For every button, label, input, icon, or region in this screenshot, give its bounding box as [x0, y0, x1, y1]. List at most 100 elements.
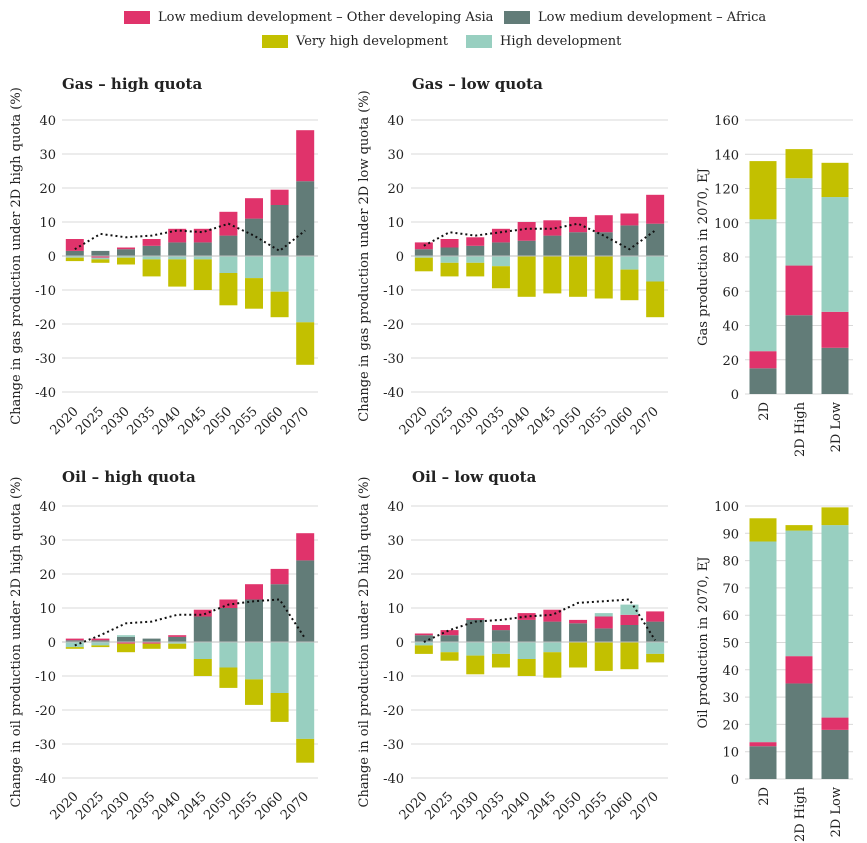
oil_2070-bar-asia-2d-low	[821, 717, 849, 730]
gas_2070-ytick-label: 60	[722, 285, 739, 300]
gas_high-bar-vhigh-2055	[245, 278, 263, 309]
gas_low-xtick-label: 2040	[499, 404, 533, 438]
gas_high-bar-africa-2055	[245, 218, 263, 256]
oil_high-bar-vhigh-2060	[270, 693, 289, 722]
gas_2070-ylabel: Gas production in 2070, EJ	[696, 168, 711, 346]
gas_2070-bar-africa-2d	[749, 368, 777, 394]
oil_2070-xtick-label: 2D Low	[829, 787, 844, 837]
oil_high-bar-africa-2070	[296, 560, 315, 642]
oil_high-bar-high-2040	[168, 642, 187, 644]
oil_low-bar-africa-2055	[594, 628, 613, 642]
gas_low-ylabel: Change in gas production under 2D low qu…	[357, 90, 372, 421]
gas_low-ytick-label: 0	[396, 250, 404, 265]
oil_low-bar-asia-2070	[646, 611, 665, 622]
gas_low-bar-high-2035	[491, 256, 510, 267]
legend-item-asia: Low medium development – Other developin…	[124, 10, 493, 25]
oil_high-bar-asia-2055	[245, 584, 263, 600]
oil_high-bar-high-2060	[270, 642, 289, 693]
oil_high-bar-africa-2045	[193, 616, 212, 642]
oil_high-bar-vhigh-2030	[117, 643, 135, 653]
oil_low-bar-high-2060	[620, 604, 639, 615]
oil_low-xtick-label: 2030	[448, 789, 482, 823]
oil_high-bar-vhigh-2050	[219, 667, 238, 688]
oil_high-bar-africa-2025	[91, 640, 110, 642]
oil_low-xtick-label: 2035	[474, 789, 508, 823]
gas_low-bar-africa-2025	[440, 247, 459, 256]
oil_low-xtick-label: 2070	[628, 789, 662, 823]
gas_low-bar-africa-2020	[414, 249, 433, 256]
oil_low-bar-vhigh-2045	[543, 652, 562, 678]
oil_2070-ytick-label: 10	[722, 746, 739, 761]
gas_2070-ytick-label: 80	[722, 251, 739, 266]
gas_2070-bar-africa-2d-high	[785, 315, 813, 394]
legend-swatch-very-high	[262, 35, 288, 48]
oil_low-ytick-label: -30	[383, 738, 404, 753]
gas_low-bar-africa-2035	[491, 242, 510, 256]
oil_high-bar-vhigh-2035	[142, 643, 161, 649]
gas_low-bar-asia-2050	[569, 216, 588, 233]
oil_low-ytick-label: 20	[387, 568, 404, 583]
gas_2070-bar-africa-2d-low	[821, 347, 849, 394]
gas_low-bar-africa-2055	[594, 232, 613, 256]
oil_low-bar-asia-2050	[569, 619, 588, 624]
gas_low-bar-high-2030	[466, 256, 485, 263]
gas_high-xtick-label: 2060	[252, 404, 286, 438]
oil_low-bar-vhigh-2030	[466, 655, 485, 675]
gas_2070-bar-vhigh-2d-high	[785, 149, 813, 179]
gas_high-bar-africa-2050	[219, 235, 238, 256]
gas_low-bar-africa-2045	[543, 235, 562, 256]
gas_high-bar-vhigh-2030	[117, 257, 135, 265]
oil_high-bar-vhigh-2025	[91, 645, 110, 648]
gas_high-bar-africa-2040	[168, 242, 187, 256]
gas_2070-ytick-label: 100	[714, 217, 739, 232]
gas_low-bar-high-2025	[440, 256, 459, 263]
oil_low-ytick-label: -40	[383, 772, 404, 787]
oil_low-xtick-label: 2060	[602, 789, 636, 823]
gas_low-xtick-label: 2055	[577, 404, 611, 438]
oil_high-bar-asia-2040	[168, 635, 187, 637]
gas_low-xtick-label: 2045	[525, 404, 559, 438]
gas_2070-bar-asia-2d-high	[785, 265, 813, 316]
oil_low-bar-high-2045	[543, 642, 562, 653]
gas_high-bar-vhigh-2035	[142, 259, 161, 277]
gas_low-xtick-label: 2060	[602, 404, 636, 438]
legend-label-africa: Low medium development – Africa	[538, 10, 767, 25]
gas_high-bar-africa-2030	[117, 249, 135, 256]
oil_low-bar-high-2035	[491, 642, 510, 654]
oil_high-bar-africa-2060	[270, 584, 289, 642]
gas_low-xtick-label: 2035	[474, 404, 508, 438]
gas_low-bar-vhigh-2055	[594, 256, 613, 299]
oil_2070-bar-high-2d-high	[785, 530, 813, 657]
gas_high-net-change-line	[74, 222, 306, 253]
oil_low-bar-asia-2055	[594, 616, 613, 629]
gas_high-bar-high-2035	[142, 256, 161, 260]
oil_high-bar-asia-2060	[270, 568, 289, 585]
gas_low-bar-vhigh-2025	[440, 262, 459, 277]
legend-item-high: High development	[466, 34, 621, 49]
gas_low-xtick-label: 2025	[422, 404, 456, 438]
oil_low-bar-africa-2030	[466, 619, 485, 642]
gas_high-bar-high-2055	[245, 256, 263, 279]
gas_high-bar-asia-2030	[117, 247, 135, 250]
oil_high-bar-africa-2020	[65, 640, 84, 642]
gas_high-bar-africa-2020	[65, 250, 84, 256]
oil_low-bar-asia-2020	[414, 633, 433, 636]
oil_2070-bar-asia-2d-high	[785, 656, 813, 684]
oil_low-xtick-label: 2055	[577, 789, 611, 823]
gas_high-bar-asia-2040	[168, 228, 187, 243]
oil_high-bar-africa-2055	[245, 599, 263, 642]
oil_low-bar-high-2055	[594, 613, 613, 617]
oil_low-bar-africa-2045	[543, 621, 562, 642]
gas_low-ytick-label: -20	[383, 318, 404, 333]
gas_high-bar-high-2030	[117, 256, 135, 258]
gas_low-ytick-label: 10	[387, 216, 404, 231]
gas_low-bar-africa-2040	[517, 240, 536, 256]
oil_high-ytick-label: -20	[35, 704, 56, 719]
oil_high-ytick-label: -40	[35, 772, 56, 787]
gas_high-ylabel: Change in gas production under 2D high q…	[9, 87, 24, 425]
oil_low-bar-high-2020	[414, 642, 433, 646]
gas_high-ytick-label: -40	[35, 386, 56, 401]
oil_high-xtick-label: 2050	[201, 789, 235, 823]
oil_low-bar-africa-2050	[569, 623, 588, 642]
